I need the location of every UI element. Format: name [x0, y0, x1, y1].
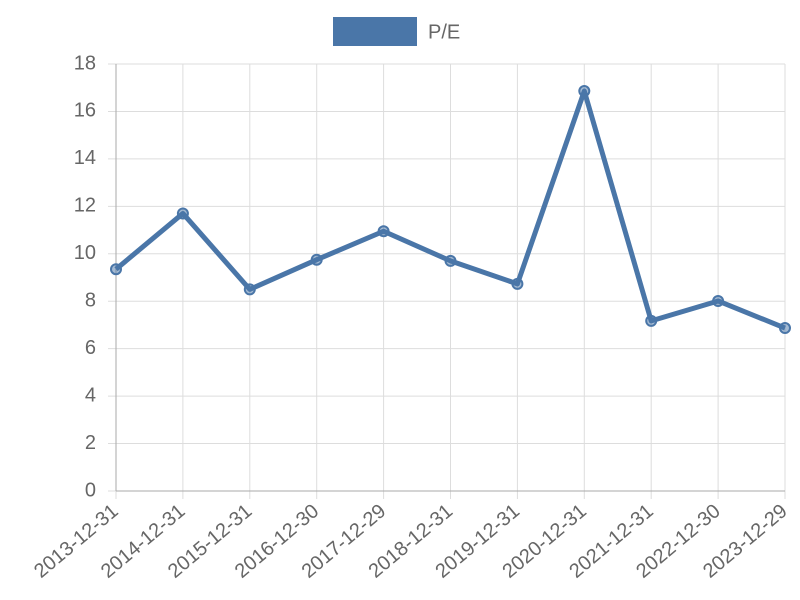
data-point — [645, 314, 658, 327]
y-tick-label: 18 — [74, 52, 96, 74]
y-tick-label: 8 — [85, 290, 96, 312]
data-point — [377, 225, 390, 238]
y-tick-label: 4 — [85, 384, 96, 406]
y-tick-label: 16 — [74, 100, 96, 122]
y-tick-label: 10 — [74, 242, 96, 264]
y-tick-label: 2 — [85, 432, 96, 454]
data-point — [243, 283, 256, 296]
data-point — [310, 253, 323, 266]
data-point — [444, 254, 457, 267]
data-point — [712, 294, 725, 307]
data-point — [578, 85, 591, 98]
data-point — [110, 263, 122, 276]
legend-label: P/E — [428, 21, 460, 43]
data-point — [511, 277, 524, 290]
legend-swatch — [333, 17, 417, 46]
y-tick-label: 6 — [85, 337, 96, 359]
data-point — [779, 322, 791, 335]
data-point — [176, 207, 189, 220]
y-tick-label: 14 — [74, 147, 96, 169]
y-tick-label: 12 — [74, 195, 96, 217]
y-tick-label: 0 — [85, 479, 96, 501]
